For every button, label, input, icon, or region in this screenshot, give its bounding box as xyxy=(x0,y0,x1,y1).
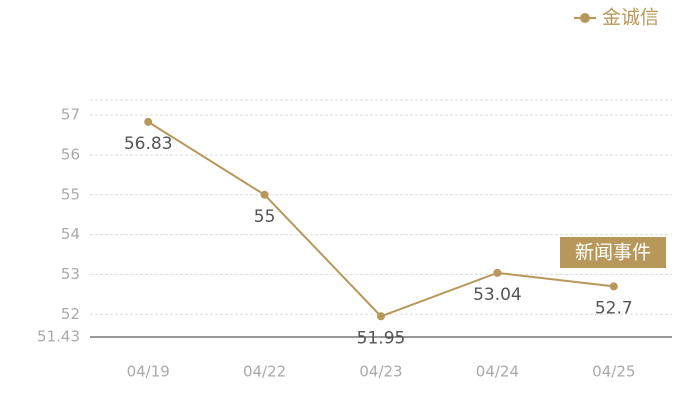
line xyxy=(147,121,614,318)
y-tick-label: 57 xyxy=(61,106,80,124)
x-tick-label: 04/23 xyxy=(359,363,402,381)
point xyxy=(144,117,153,126)
x-tick-label: 04/24 xyxy=(476,363,519,381)
y-tick-label: 55 xyxy=(61,185,80,203)
value-label: 56.83 xyxy=(124,134,173,154)
legend-label: 金诚信 xyxy=(602,7,659,29)
y-tick-label: 56 xyxy=(61,145,80,163)
legend-dot xyxy=(580,13,590,23)
x-tick-label: 04/19 xyxy=(127,363,170,381)
point xyxy=(609,282,618,291)
point xyxy=(493,268,502,277)
y-tick-label: 52 xyxy=(61,305,80,323)
y-tick-label: 54 xyxy=(61,225,80,243)
value-label: 51.95 xyxy=(357,328,406,348)
value-label: 55 xyxy=(254,207,276,227)
annotation-label: 新闻事件 xyxy=(575,242,651,264)
point xyxy=(377,312,385,321)
value-label: 52.7 xyxy=(595,298,633,318)
y-tick-label: 51.43 xyxy=(37,328,80,346)
x-tick-label: 04/25 xyxy=(592,363,635,381)
value-label: 53.04 xyxy=(473,285,522,305)
x-tick-label: 04/22 xyxy=(243,363,286,381)
point xyxy=(260,190,269,199)
annotation-box xyxy=(560,237,666,268)
y-tick-label: 53 xyxy=(61,265,80,283)
